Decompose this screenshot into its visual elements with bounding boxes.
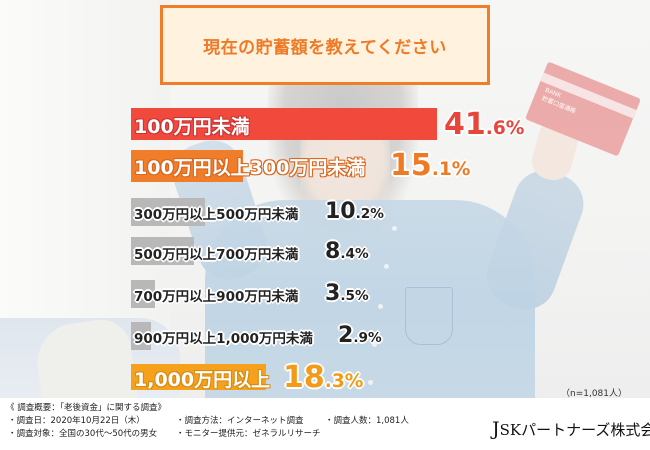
logo-j: J [492, 418, 500, 440]
bar-row-7 [131, 364, 266, 390]
survey-count: ・調査人数：1,081人 [325, 416, 409, 426]
sample-size-note: （n=1,081人） [560, 389, 627, 399]
row-label-5: 700万円以上900万円未満 [134, 289, 299, 305]
shirt-pocket [405, 287, 453, 345]
survey-method: ・調査方法：インターネット調査 [176, 416, 304, 426]
row-percent-2: 15.1% [390, 148, 470, 183]
shirt-button [392, 226, 397, 231]
pct-int: 8 [325, 239, 341, 264]
bar-row-1 [131, 108, 437, 140]
row-label-7: 1,000万円以上 [134, 369, 271, 391]
survey-target: ・調査対象：全国の30代～50代の男女 [8, 429, 158, 439]
survey-footer: 《 調査概要：「老後資金」に関する調査》 ・調査日：2020年10月22日（木）… [0, 398, 650, 450]
pct-int: 2 [338, 323, 354, 348]
row-label-1: 100万円未満 [134, 116, 250, 138]
row-label-6: 900万円以上1,000万円未満 [134, 331, 313, 347]
row-percent-1: 41.6% [444, 107, 524, 142]
pct-dec: .9% [353, 330, 382, 346]
pct-dec: .4% [340, 246, 369, 262]
pct-int: 3 [325, 281, 341, 306]
logo-text: SKパートナーズ株式会社 [499, 421, 650, 439]
pct-int: 18 [283, 360, 325, 395]
row-label-4: 500万円以上700万円未満 [134, 247, 299, 263]
pct-dec: .3% [324, 371, 364, 392]
shirt-button [378, 304, 383, 309]
row-percent-7: 18.3% [283, 360, 363, 395]
row-percent-6: 2.9% [338, 323, 382, 348]
pct-dec: .2% [355, 206, 384, 222]
pct-int: 10 [325, 199, 356, 224]
row-percent-3: 10.2% [325, 199, 384, 224]
row-percent-5: 3.5% [325, 281, 369, 306]
bar-row-3 [131, 198, 205, 226]
row-label-2: 100万円以上300万円未満 [134, 153, 365, 180]
survey-date: ・調査日：2020年10月22日（木） [8, 416, 145, 426]
row-label-3: 300万円以上500万円未満 [134, 207, 299, 223]
pct-int: 15 [390, 148, 432, 183]
bar-row-6 [131, 322, 151, 350]
shirt-button [372, 342, 377, 347]
page-title: 現在の貯蓄額を教えてください [203, 37, 447, 58]
shirt-button [384, 264, 389, 269]
bar-row-5 [131, 280, 155, 308]
row-percent-4: 8.4% [325, 239, 369, 264]
row-label-2-text: 100万円以上300万円未満 [134, 157, 366, 179]
shirt-button [368, 380, 373, 385]
pct-dec: .5% [340, 288, 369, 304]
pct-dec: .6% [485, 118, 525, 139]
survey-monitor: ・モニター提供元：ゼネラルリサーチ [176, 429, 321, 439]
bar-row-2 [131, 150, 243, 182]
bar-row-4 [131, 237, 194, 265]
pct-dec: .1% [431, 159, 471, 180]
pct-int: 41 [444, 107, 486, 142]
survey-heading: 《 調査概要：「老後資金」に関する調査》 [6, 403, 166, 413]
company-logo: JSKパートナーズ株式会社 [492, 418, 650, 440]
question-title-box: 現在の貯蓄額を教えてください [160, 5, 490, 85]
